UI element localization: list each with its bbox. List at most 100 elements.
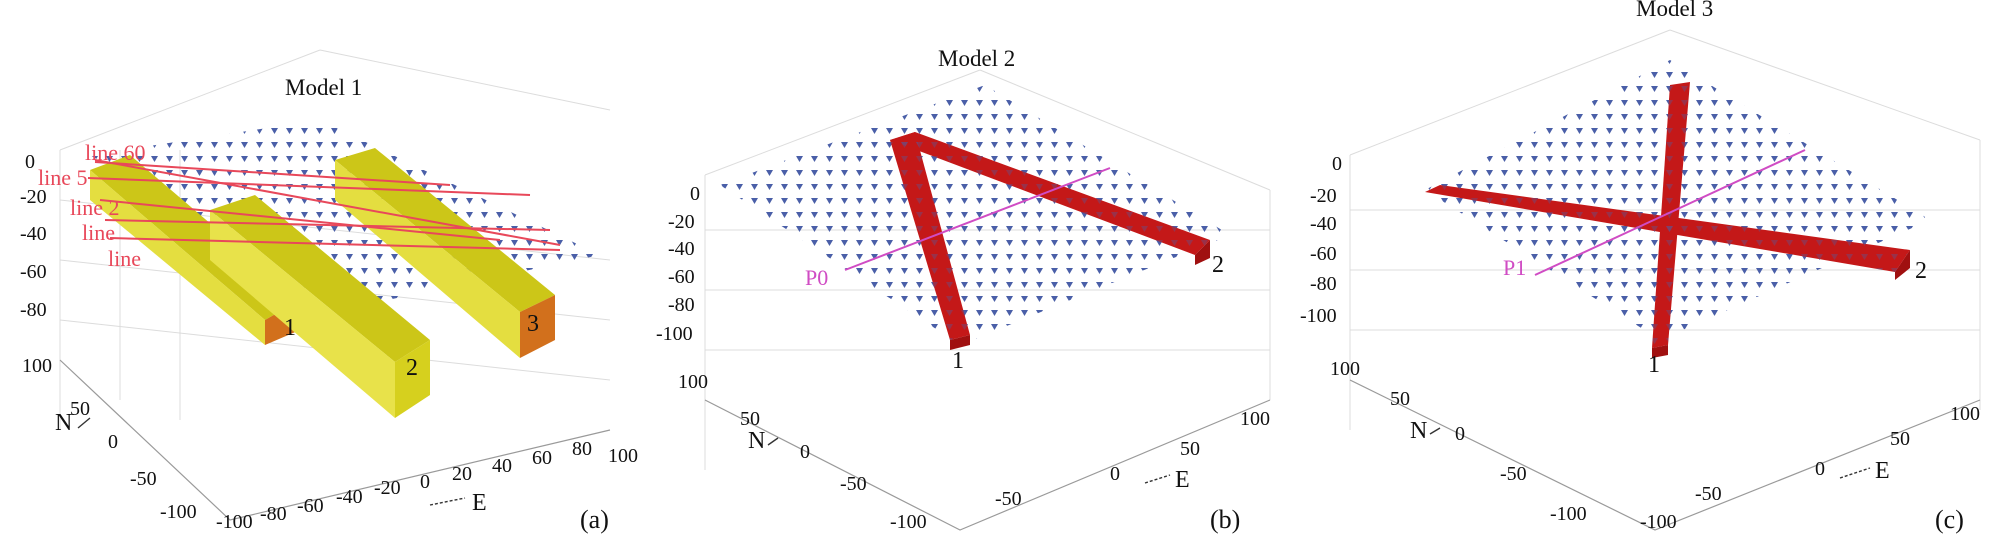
e-tick: -100 xyxy=(1640,511,1677,533)
n-axis-ticks-c: 100 50 0 -50 -100 xyxy=(1330,358,1587,525)
z-tick: -60 xyxy=(1310,243,1337,265)
e-tick: 80 xyxy=(572,438,592,460)
n-tick: 100 xyxy=(678,371,708,393)
station-grid-plane-b xyxy=(720,85,1230,345)
line-label: line 60 xyxy=(85,140,146,165)
n-axis-label: N xyxy=(55,410,72,436)
e-tick: -20 xyxy=(374,477,401,499)
z-tick: -20 xyxy=(668,211,695,233)
n-tick: 0 xyxy=(1455,423,1465,445)
panel-model-1: 0 -20 -40 -60 -80 100 50 0 -50 -100 N -1… xyxy=(20,49,638,534)
e-axis-label: E xyxy=(1875,458,1890,484)
z-tick: -60 xyxy=(668,266,695,288)
line-label: line 2 xyxy=(70,195,120,220)
n-tick: 50 xyxy=(1390,388,1410,410)
body-label-1: 1 xyxy=(952,348,964,374)
n-axis-arrow xyxy=(77,417,91,429)
z-tick: 0 xyxy=(1332,153,1342,175)
n-tick: -50 xyxy=(130,468,157,490)
z-tick: -40 xyxy=(1310,213,1337,235)
body-label-2: 2 xyxy=(406,355,418,381)
e-tick: 60 xyxy=(532,447,552,469)
line-label: line xyxy=(82,220,115,245)
e-axis-ticks-c: -100 -50 0 50 100 xyxy=(1640,403,1980,533)
body-texture xyxy=(890,132,970,340)
e-tick: -100 xyxy=(216,511,253,533)
body-label-1: 1 xyxy=(284,315,296,341)
panel-model-3: 0 -20 -40 -60 -80 -100 100 50 0 -50 -100… xyxy=(1300,0,1981,534)
e-tick: 0 xyxy=(1110,463,1120,485)
n-axis-arrow xyxy=(767,437,779,446)
e-tick: -40 xyxy=(336,486,363,508)
n-axis-label: N xyxy=(748,428,765,454)
z-tick: -80 xyxy=(20,299,47,321)
z-tick: -100 xyxy=(1300,305,1337,327)
e-tick: 0 xyxy=(420,471,430,493)
n-tick: -50 xyxy=(1500,463,1527,485)
z-tick: -100 xyxy=(656,323,693,345)
panel-caption: (b) xyxy=(1210,505,1240,534)
n-tick: 50 xyxy=(70,398,90,420)
e-tick: 100 xyxy=(1950,403,1980,425)
n-axis-label: N xyxy=(1410,418,1427,444)
z-tick: -60 xyxy=(20,261,47,283)
z-tick: 0 xyxy=(690,183,700,205)
prism-body-2 xyxy=(210,195,430,418)
n-tick: -100 xyxy=(890,511,927,533)
e-axis-ticks-a: -100 -80 -60 -40 -20 0 20 40 60 80 100 xyxy=(216,438,638,533)
e-tick: 0 xyxy=(1815,458,1825,480)
n-tick: -100 xyxy=(160,501,197,523)
panel-title: Model 2 xyxy=(938,46,1015,71)
e-tick: 100 xyxy=(608,445,638,467)
e-axis-arrow xyxy=(1144,474,1171,484)
panel-caption: (a) xyxy=(580,505,609,534)
z-tick: -20 xyxy=(1310,185,1337,207)
body-label-3: 3 xyxy=(527,311,539,337)
z-axis-ticks-c: 0 -20 -40 -60 -80 -100 xyxy=(1300,153,1342,327)
e-tick: -50 xyxy=(1695,483,1722,505)
e-axis-label: E xyxy=(1175,467,1190,493)
body-texture xyxy=(890,132,1210,255)
z-tick: -80 xyxy=(668,294,695,316)
n-axis-arrow xyxy=(1429,427,1441,435)
e-tick: 40 xyxy=(492,455,512,477)
z-tick: 0 xyxy=(25,151,35,173)
e-axis-label: E xyxy=(472,490,487,516)
n-tick: 0 xyxy=(108,431,118,453)
body-label-1: 1 xyxy=(1648,352,1660,378)
z-axis-ticks-b: 0 -20 -40 -60 -80 -100 xyxy=(656,183,700,345)
e-tick: 50 xyxy=(1890,428,1910,450)
e-tick: 20 xyxy=(452,463,472,485)
panel-caption: (c) xyxy=(1935,505,1964,534)
z-axis-ticks-a: 0 -20 -40 -60 -80 xyxy=(20,151,47,321)
body-texture xyxy=(1652,82,1690,348)
n-axis-ticks-a: 100 50 0 -50 -100 xyxy=(22,355,197,523)
panel-title: Model 3 xyxy=(1636,0,1713,21)
z-tick: -20 xyxy=(20,186,47,208)
line-label: line 5 xyxy=(38,165,88,190)
e-tick: 50 xyxy=(1180,438,1200,460)
n-tick: 0 xyxy=(800,441,810,463)
e-tick: -60 xyxy=(297,495,324,517)
n-axis-ticks-b: 100 50 0 -50 -100 xyxy=(678,371,927,533)
body-label-2: 2 xyxy=(1915,258,1927,284)
z-tick: -80 xyxy=(1310,273,1337,295)
e-tick: 100 xyxy=(1240,408,1270,430)
e-axis-arrow xyxy=(1839,467,1871,479)
panel-title: Model 1 xyxy=(285,75,362,100)
e-axis-arrow xyxy=(429,497,466,506)
body-label-2: 2 xyxy=(1212,252,1224,278)
n-tick: 50 xyxy=(740,408,760,430)
line-label: line xyxy=(108,246,141,271)
n-tick: 100 xyxy=(22,355,52,377)
panel-model-2: 0 -20 -40 -60 -80 -100 100 50 0 -50 -100… xyxy=(656,46,1271,534)
profile-line-p0 xyxy=(844,167,1111,271)
point-label-p0: P0 xyxy=(805,265,828,290)
profile-line-p1 xyxy=(1534,149,1806,276)
n-tick: -50 xyxy=(840,473,867,495)
e-tick: -80 xyxy=(260,503,287,525)
n-tick: -100 xyxy=(1550,503,1587,525)
z-tick: -40 xyxy=(668,238,695,260)
e-axis-ticks-b: -50 0 50 100 xyxy=(995,408,1270,510)
